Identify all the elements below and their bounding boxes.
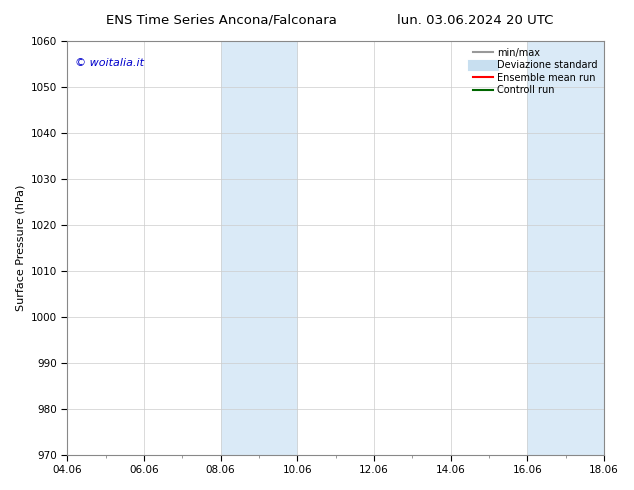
Bar: [221, 41, 297, 455]
Text: © woitalia.it: © woitalia.it: [75, 58, 145, 68]
Text: lun. 03.06.2024 20 UTC: lun. 03.06.2024 20 UTC: [398, 14, 553, 27]
Text: ENS Time Series Ancona/Falconara: ENS Time Series Ancona/Falconara: [107, 14, 337, 27]
Legend: min/max, Deviazione standard, Ensemble mean run, Controll run: min/max, Deviazione standard, Ensemble m…: [472, 46, 599, 97]
Y-axis label: Surface Pressure (hPa): Surface Pressure (hPa): [15, 185, 25, 311]
Bar: [527, 41, 604, 455]
